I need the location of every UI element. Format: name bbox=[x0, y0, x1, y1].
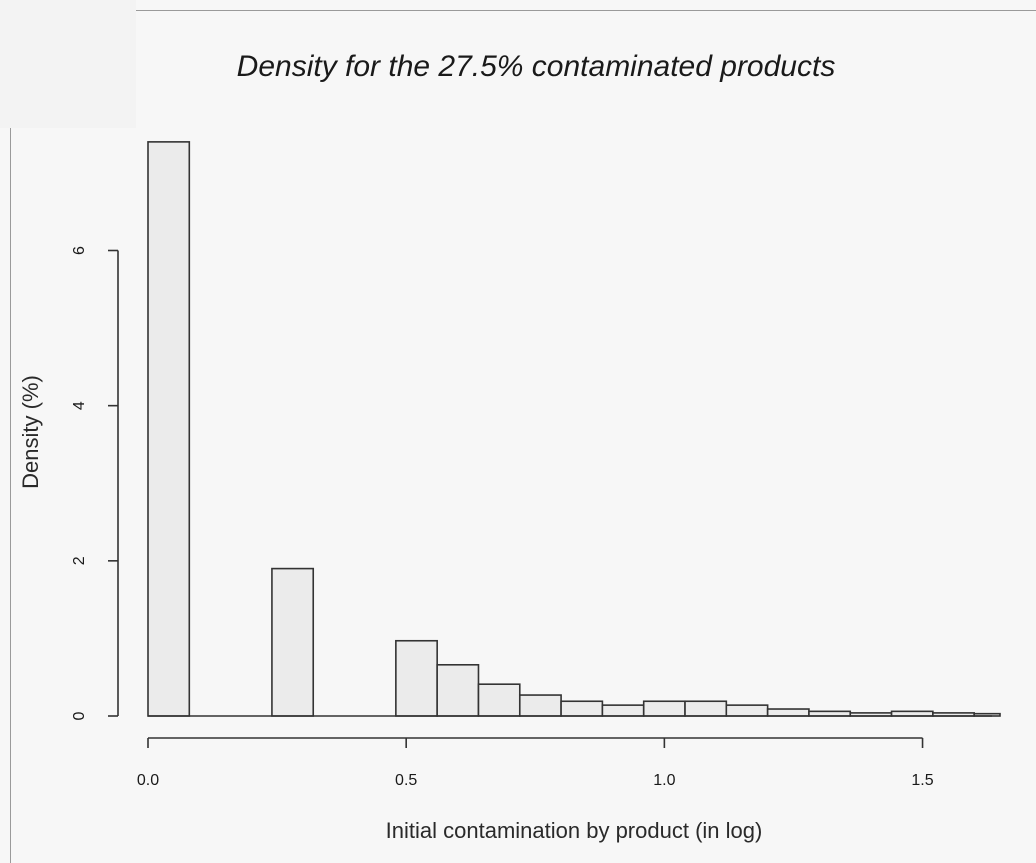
histogram-bar-8 bbox=[477, 683, 521, 717]
y-tick-label-0: 0 bbox=[71, 711, 88, 720]
x-axis-title: Initial contamination by product (in log… bbox=[386, 818, 763, 843]
frame-top-border bbox=[136, 10, 1036, 11]
x-tick-label-0: 0.0 bbox=[137, 772, 159, 789]
histogram-bar-15 bbox=[766, 708, 810, 717]
histogram-bar-10 bbox=[560, 700, 604, 717]
histogram-bar-12 bbox=[642, 700, 686, 717]
histogram-bar-6 bbox=[395, 639, 438, 717]
histogram-bar-3 bbox=[271, 567, 315, 717]
frame-left-border bbox=[10, 128, 11, 863]
y-tick-label-1: 2 bbox=[71, 556, 88, 565]
histogram-bar-13 bbox=[684, 700, 728, 717]
histogram-bar-9 bbox=[518, 694, 562, 717]
x-tick-label-3: 1.5 bbox=[911, 772, 933, 789]
title-band bbox=[0, 0, 136, 128]
x-tick-label-2: 1.0 bbox=[653, 772, 675, 789]
y-axis-title: Density (%) bbox=[18, 375, 43, 489]
x-tick-label-1: 0.5 bbox=[395, 772, 417, 789]
histogram-bar-7 bbox=[436, 663, 480, 717]
histogram-bar-11 bbox=[601, 704, 645, 717]
y-ticks-group: 0 2 4 6 bbox=[71, 246, 118, 720]
y-tick-label-3: 6 bbox=[71, 246, 88, 255]
chart-title: Density for the 27.5% contaminated produ… bbox=[236, 50, 836, 83]
x-ticks-group: 0.0 0.5 1.0 1.5 bbox=[137, 738, 934, 789]
bars-group bbox=[147, 141, 1001, 717]
y-tick-label-2: 4 bbox=[71, 401, 88, 410]
histogram-bar-0 bbox=[147, 141, 191, 717]
histogram-bar-14 bbox=[725, 704, 769, 717]
